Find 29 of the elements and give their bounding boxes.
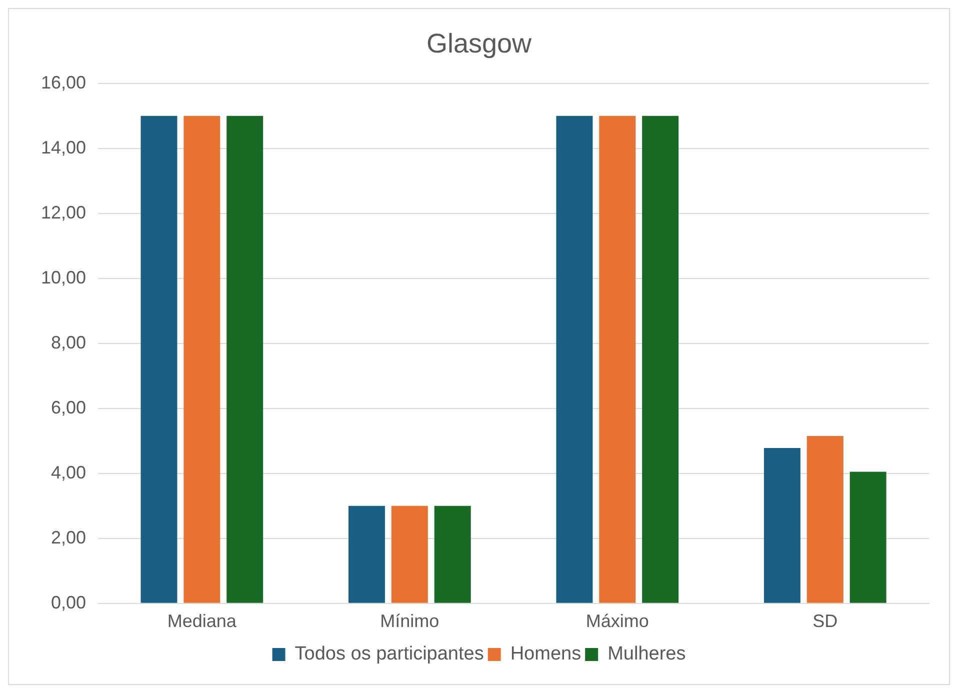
bar [599,116,636,603]
x-tick-label: Mínimo [380,611,440,632]
y-tick-label: 8,00 [50,332,86,352]
y-tick-label: 16,00 [40,72,86,92]
y-tick-label: 14,00 [40,137,86,158]
legend-label: Mulheres [608,644,686,665]
bar [226,116,264,603]
x-tick-label: SD [812,611,838,632]
bar [434,506,471,603]
x-tick-label: Máximo [586,611,649,632]
bar [184,116,220,603]
y-tick-label: 4,00 [50,462,86,482]
y-tick-label: 2,00 [50,527,86,548]
legend-label: Todos os participantes [294,644,484,665]
y-tick-label: 6,00 [50,397,86,418]
x-tick-label: Mediana [167,611,238,632]
y-tick-label: 0,00 [50,592,86,612]
bar [556,116,593,603]
bar [642,116,679,603]
bar [806,436,844,603]
bar [348,506,385,603]
chart-title: Glasgow [426,28,532,59]
bar [850,472,886,603]
bar [140,116,178,603]
bar [391,506,428,603]
legend-label: Homens [510,644,582,665]
y-tick-label: 10,00 [40,267,86,288]
y-tick-label: 12,00 [40,202,86,222]
bar [764,448,800,603]
